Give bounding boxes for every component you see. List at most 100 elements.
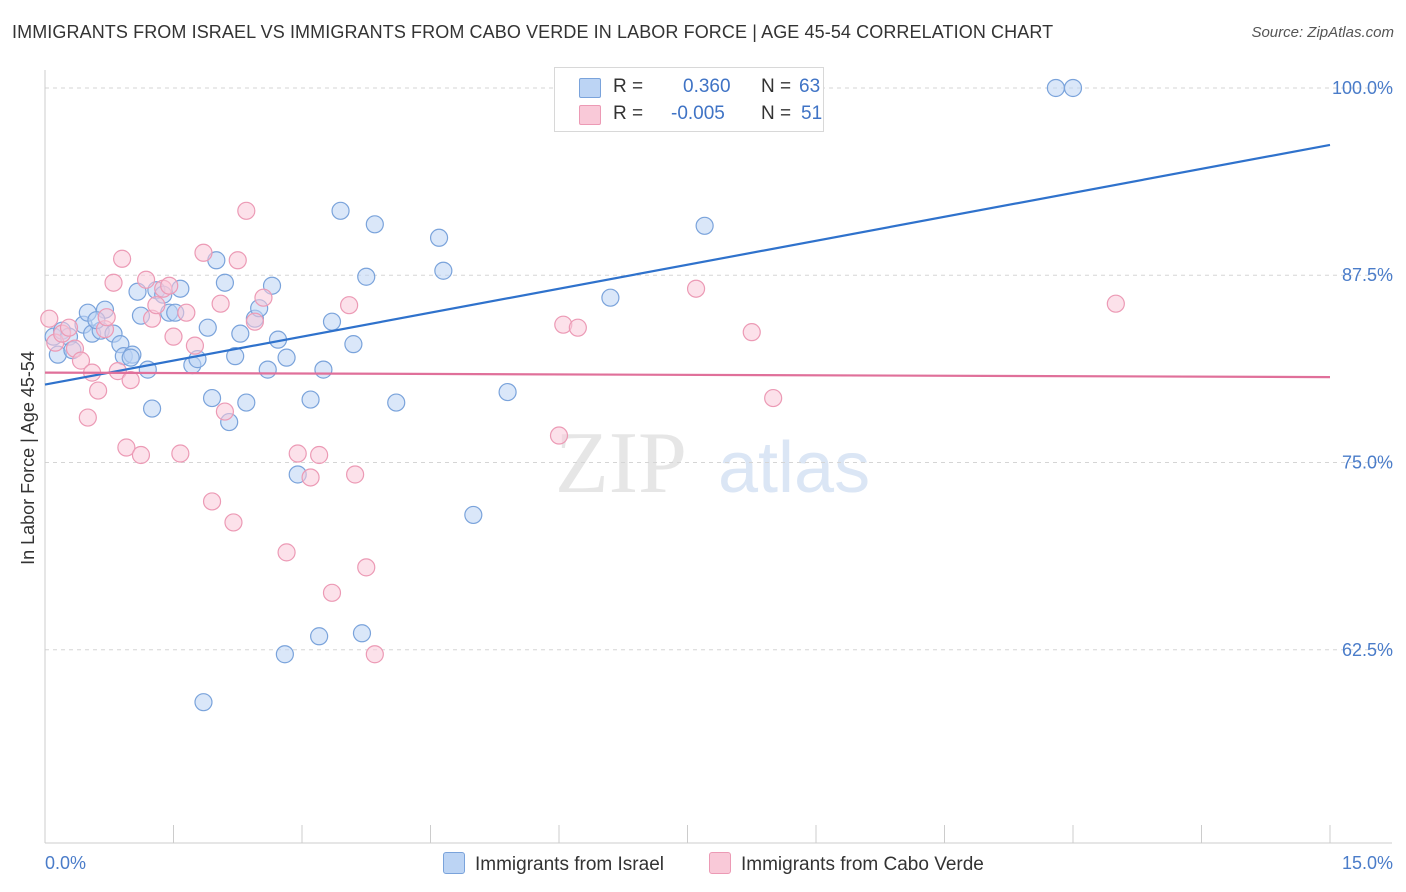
- data-point-cabo-verde: [346, 465, 365, 484]
- data-point-cabo-verde: [121, 370, 140, 390]
- data-point-cabo-verde: [228, 251, 247, 270]
- data-point-israel: [194, 693, 213, 712]
- data-point-israel: [121, 348, 140, 367]
- data-point-israel: [695, 216, 714, 235]
- data-point-cabo-verde: [549, 426, 569, 445]
- data-point-cabo-verde: [177, 303, 196, 322]
- data-point-cabo-verde: [40, 309, 59, 328]
- gridlines: [45, 87, 1392, 651]
- data-point-cabo-verde: [554, 315, 573, 334]
- data-point-israel: [429, 228, 449, 247]
- legend-r-label: R =: [613, 103, 644, 124]
- data-point-israel: [387, 393, 406, 412]
- trend-line-cabo-verde: [44, 371, 1331, 379]
- data-point-israel: [275, 645, 294, 664]
- data-point-israel: [434, 261, 453, 280]
- data-point-cabo-verde: [245, 312, 264, 331]
- data-point-israel: [1046, 78, 1065, 98]
- data-point-cabo-verde: [104, 273, 123, 292]
- data-point-cabo-verde: [131, 445, 151, 465]
- data-point-cabo-verde: [97, 308, 116, 327]
- data-point-cabo-verde: [136, 270, 156, 289]
- x-tick-label-end: 15.0%: [1342, 853, 1393, 873]
- series-israel-points: [44, 78, 1083, 712]
- data-point-israel: [322, 312, 342, 331]
- data-point-cabo-verde: [164, 327, 183, 346]
- data-point-cabo-verde: [310, 445, 329, 465]
- legend-n-label: N =: [761, 103, 792, 124]
- data-point-cabo-verde: [277, 543, 296, 562]
- data-point-cabo-verde: [742, 323, 761, 342]
- data-point-cabo-verde: [171, 444, 190, 463]
- bottom-legend-label-cabo-verde: Immigrants from Cabo Verde: [741, 854, 984, 875]
- bottom-legend-swatch-israel: [443, 852, 465, 874]
- watermark-zip: ZIP: [555, 415, 687, 512]
- data-point-cabo-verde: [254, 288, 273, 307]
- data-point-israel: [226, 347, 245, 366]
- legend-r-value: -0.005: [671, 103, 725, 124]
- data-point-cabo-verde: [117, 438, 136, 457]
- data-point-cabo-verde: [71, 351, 91, 370]
- trend-line-israel: [44, 143, 1331, 386]
- data-point-cabo-verde: [59, 318, 79, 337]
- data-point-israel: [231, 324, 250, 343]
- data-point-israel: [344, 335, 363, 354]
- data-point-cabo-verde: [1106, 294, 1125, 313]
- source-label: Source: ZipAtlas.com: [1251, 24, 1394, 41]
- data-point-israel: [1063, 78, 1083, 98]
- y-tick-label: 100.0%: [1332, 78, 1393, 98]
- data-point-israel: [352, 624, 372, 643]
- data-point-israel: [365, 215, 384, 234]
- y-tick-labels: 62.5% 75.0% 87.5% 100.0%: [1332, 78, 1393, 660]
- bottom-legend-swatch-cabo-verde: [709, 852, 731, 874]
- data-point-cabo-verde: [224, 513, 243, 532]
- data-point-cabo-verde: [301, 468, 320, 487]
- data-point-israel: [277, 348, 296, 367]
- data-point-israel: [301, 390, 320, 409]
- axes: [44, 70, 1392, 844]
- bottom-legend-israel: Immigrants from Israel: [443, 852, 664, 876]
- legend-swatch-cabo-verde: [579, 105, 601, 125]
- legend-n-value: 51: [801, 103, 823, 124]
- bottom-legend-label-israel: Immigrants from Israel: [475, 854, 664, 875]
- data-point-israel: [498, 382, 517, 402]
- data-point-cabo-verde: [322, 583, 342, 602]
- legend-r-value: 0.360: [683, 76, 731, 97]
- data-point-cabo-verde: [568, 318, 587, 337]
- y-tick-label: 75.0%: [1342, 452, 1393, 472]
- data-point-israel: [258, 360, 277, 379]
- data-point-cabo-verde: [357, 558, 376, 577]
- data-point-cabo-verde: [365, 645, 384, 664]
- legend-n-label: N =: [761, 76, 792, 97]
- data-point-israel: [601, 288, 620, 307]
- data-point-cabo-verde: [237, 201, 256, 220]
- y-tick-label: 87.5%: [1342, 265, 1393, 285]
- data-point-israel: [198, 318, 217, 337]
- data-point-cabo-verde: [89, 381, 108, 400]
- chart-title: IMMIGRANTS FROM ISRAEL VS IMMIGRANTS FRO…: [12, 22, 1054, 42]
- data-point-cabo-verde: [686, 279, 706, 298]
- data-point-cabo-verde: [112, 249, 132, 268]
- data-point-cabo-verde: [340, 296, 359, 315]
- trend-lines: [44, 143, 1331, 386]
- watermark-atlas: atlas: [718, 428, 870, 508]
- bottom-legend-cabo-verde: Immigrants from Cabo Verde: [709, 852, 984, 876]
- data-point-israel: [331, 201, 350, 220]
- data-point-cabo-verde: [288, 444, 307, 463]
- y-axis-label: In Labor Force | Age 45-54: [18, 351, 38, 565]
- data-point-cabo-verde: [202, 492, 222, 511]
- correlation-legend: R = 0.360 N = 63 R = -0.005 N = 51: [554, 67, 824, 132]
- data-point-israel: [237, 393, 256, 412]
- x-tick-labels: 0.0% 15.0%: [45, 853, 1393, 873]
- data-point-israel: [142, 399, 162, 418]
- data-point-israel: [464, 505, 483, 525]
- legend-r-label: R =: [613, 76, 644, 97]
- data-point-israel: [202, 388, 222, 408]
- data-point-cabo-verde: [764, 388, 783, 408]
- watermark: ZIP atlas: [555, 415, 870, 512]
- data-point-cabo-verde: [78, 408, 97, 427]
- legend-swatch-israel: [579, 78, 601, 98]
- legend-n-value: 63: [799, 76, 821, 97]
- data-point-cabo-verde: [215, 402, 234, 421]
